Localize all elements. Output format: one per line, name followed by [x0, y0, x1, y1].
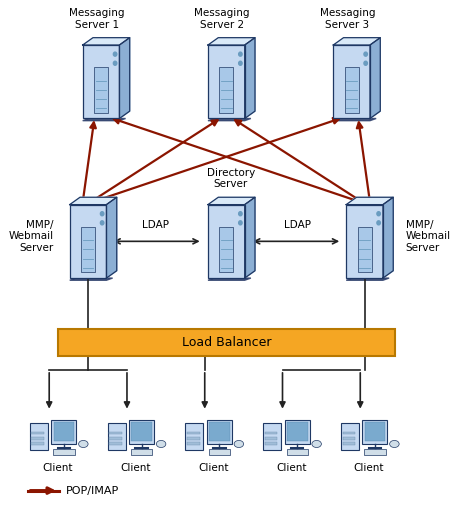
- Polygon shape: [106, 197, 117, 278]
- Text: Load Balancer: Load Balancer: [181, 336, 271, 349]
- Circle shape: [377, 221, 380, 225]
- Ellipse shape: [79, 440, 88, 448]
- FancyBboxPatch shape: [265, 442, 278, 445]
- Circle shape: [364, 61, 367, 66]
- Polygon shape: [370, 38, 380, 118]
- Polygon shape: [245, 38, 255, 118]
- FancyBboxPatch shape: [54, 422, 74, 441]
- FancyBboxPatch shape: [343, 432, 355, 434]
- Text: Client: Client: [120, 463, 151, 473]
- Polygon shape: [383, 197, 393, 278]
- FancyBboxPatch shape: [209, 449, 230, 455]
- Polygon shape: [70, 197, 117, 205]
- Polygon shape: [208, 197, 255, 205]
- FancyBboxPatch shape: [341, 423, 359, 450]
- Text: Client: Client: [354, 463, 384, 473]
- FancyBboxPatch shape: [83, 45, 120, 118]
- Text: Messaging
Server 1: Messaging Server 1: [69, 8, 125, 29]
- Circle shape: [114, 52, 117, 56]
- Text: Messaging
Server 3: Messaging Server 3: [320, 8, 375, 29]
- FancyBboxPatch shape: [32, 442, 44, 445]
- FancyBboxPatch shape: [343, 437, 355, 439]
- Circle shape: [239, 52, 242, 56]
- FancyBboxPatch shape: [208, 45, 245, 118]
- Polygon shape: [208, 118, 251, 121]
- FancyBboxPatch shape: [209, 422, 230, 441]
- FancyBboxPatch shape: [343, 442, 355, 445]
- FancyBboxPatch shape: [30, 423, 48, 450]
- Polygon shape: [333, 118, 376, 121]
- Circle shape: [239, 212, 242, 216]
- FancyBboxPatch shape: [131, 449, 153, 455]
- Text: MMP/
Webmail
Server: MMP/ Webmail Server: [406, 219, 451, 253]
- Polygon shape: [346, 278, 389, 280]
- Polygon shape: [83, 38, 130, 45]
- FancyBboxPatch shape: [94, 67, 108, 113]
- Circle shape: [377, 212, 380, 216]
- FancyBboxPatch shape: [131, 422, 152, 441]
- Circle shape: [100, 212, 104, 216]
- Polygon shape: [70, 278, 113, 280]
- Polygon shape: [83, 118, 125, 121]
- FancyBboxPatch shape: [109, 442, 122, 445]
- FancyBboxPatch shape: [287, 449, 308, 455]
- Text: Messaging
Server 2: Messaging Server 2: [194, 8, 250, 29]
- Circle shape: [239, 221, 242, 225]
- FancyBboxPatch shape: [51, 420, 76, 444]
- FancyBboxPatch shape: [365, 422, 385, 441]
- FancyBboxPatch shape: [208, 205, 245, 278]
- Ellipse shape: [234, 440, 244, 448]
- Text: Client: Client: [43, 463, 73, 473]
- FancyBboxPatch shape: [362, 420, 387, 444]
- Text: Client: Client: [198, 463, 229, 473]
- FancyBboxPatch shape: [32, 437, 44, 439]
- Circle shape: [114, 61, 117, 66]
- Ellipse shape: [156, 440, 166, 448]
- FancyBboxPatch shape: [265, 432, 278, 434]
- FancyBboxPatch shape: [265, 437, 278, 439]
- FancyBboxPatch shape: [81, 227, 95, 272]
- FancyBboxPatch shape: [187, 442, 200, 445]
- FancyBboxPatch shape: [285, 420, 310, 444]
- FancyBboxPatch shape: [185, 423, 203, 450]
- Ellipse shape: [312, 440, 322, 448]
- FancyBboxPatch shape: [108, 423, 125, 450]
- FancyBboxPatch shape: [70, 205, 106, 278]
- FancyBboxPatch shape: [109, 432, 122, 434]
- Circle shape: [364, 52, 367, 56]
- FancyBboxPatch shape: [346, 205, 383, 278]
- Text: POP/IMAP: POP/IMAP: [65, 486, 119, 496]
- FancyBboxPatch shape: [207, 420, 232, 444]
- Circle shape: [239, 61, 242, 66]
- Polygon shape: [245, 197, 255, 278]
- Polygon shape: [120, 38, 130, 118]
- FancyBboxPatch shape: [53, 449, 75, 455]
- FancyBboxPatch shape: [219, 67, 233, 113]
- Circle shape: [100, 221, 104, 225]
- FancyBboxPatch shape: [58, 330, 395, 356]
- FancyBboxPatch shape: [364, 449, 386, 455]
- FancyBboxPatch shape: [333, 45, 370, 118]
- Text: MMP/
Webmail
Server: MMP/ Webmail Server: [8, 219, 54, 253]
- FancyBboxPatch shape: [345, 67, 359, 113]
- FancyBboxPatch shape: [358, 227, 371, 272]
- FancyBboxPatch shape: [219, 227, 233, 272]
- Polygon shape: [208, 278, 251, 280]
- FancyBboxPatch shape: [32, 432, 44, 434]
- Polygon shape: [333, 38, 380, 45]
- FancyBboxPatch shape: [187, 432, 200, 434]
- Text: Client: Client: [276, 463, 306, 473]
- Ellipse shape: [390, 440, 399, 448]
- Text: LDAP: LDAP: [284, 220, 311, 230]
- FancyBboxPatch shape: [109, 437, 122, 439]
- FancyBboxPatch shape: [129, 420, 154, 444]
- Polygon shape: [208, 38, 255, 45]
- Text: Directory
Server: Directory Server: [207, 168, 255, 189]
- FancyBboxPatch shape: [287, 422, 308, 441]
- FancyBboxPatch shape: [187, 437, 200, 439]
- Text: LDAP: LDAP: [142, 220, 169, 230]
- Polygon shape: [346, 197, 393, 205]
- FancyBboxPatch shape: [263, 423, 281, 450]
